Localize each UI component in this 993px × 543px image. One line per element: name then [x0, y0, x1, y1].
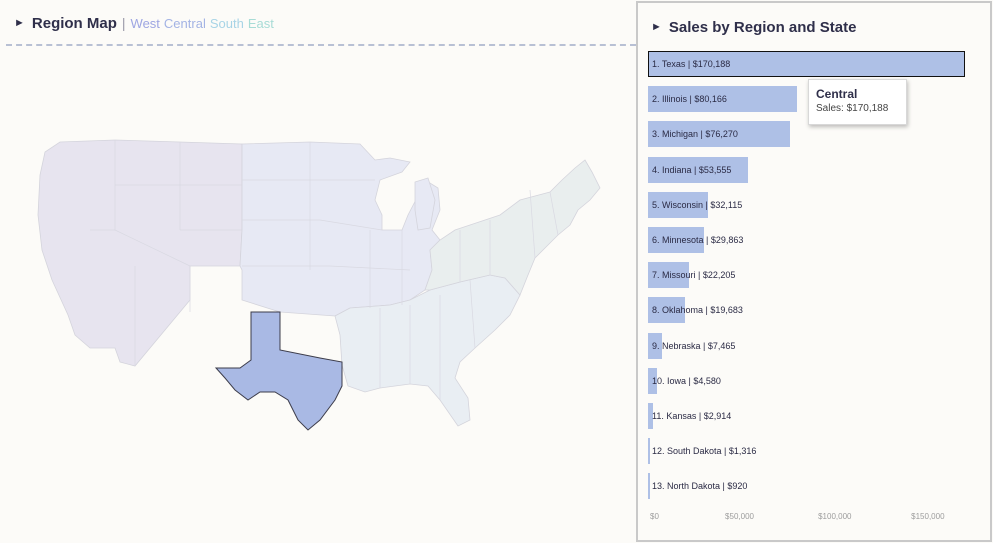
header-divider [6, 44, 636, 46]
bar[interactable] [648, 191, 708, 218]
collapse-triangle-icon[interactable]: ► [14, 17, 25, 29]
bar-row[interactable]: 5. Wisconsin | $32,115 [648, 191, 983, 218]
tooltip-body: Sales: $170,188 [816, 103, 899, 114]
header-separator: | [121, 15, 126, 31]
tooltip-title: Central [816, 87, 858, 101]
region-map-title: Region Map [31, 15, 117, 32]
map-state-michigan[interactable] [414, 177, 436, 231]
bar-label: 3. Michigan | $76,270 [652, 129, 738, 140]
bar-row[interactable]: 12. South Dakota | $1,316 [648, 438, 983, 465]
bar-label: 6. Minnesota | $29,863 [652, 235, 744, 245]
bar-label: 2. Illinois | $80,166 [652, 94, 727, 105]
bar-row[interactable]: 11. Kansas | $2,914 [648, 403, 983, 429]
us-map-svg[interactable] [30, 130, 610, 440]
collapse-triangle-icon[interactable]: ► [651, 21, 662, 33]
sales-chart-title: Sales by Region and State [668, 19, 857, 36]
bar-label: 11. Kansas | $2,914 [652, 411, 732, 421]
region-map-panel: ► Region Map | West Central South East [6, 15, 636, 440]
bar-row[interactable]: 4. Indiana | $53,555 [648, 156, 983, 183]
region-filter-west[interactable]: West [130, 16, 160, 31]
bar-label: 1. Texas | $170,188 [652, 59, 731, 69]
region-filter-south[interactable]: South [209, 16, 244, 31]
bar[interactable] [648, 332, 662, 359]
bar-label: 9. Nebraska | $7,465 [652, 340, 736, 351]
tooltip-label: Sales: [816, 103, 844, 114]
bar[interactable] [648, 227, 704, 253]
bar[interactable] [648, 121, 790, 148]
bar[interactable] [648, 297, 685, 324]
bar[interactable] [648, 438, 651, 465]
us-map[interactable] [30, 130, 610, 440]
bar-row[interactable]: 6. Minnesota | $29,863 [648, 227, 983, 253]
tooltip-value: $170,188 [846, 103, 889, 114]
x-tick-label: $100,000 [818, 512, 852, 521]
x-tick-label: $0 [650, 512, 659, 521]
map-state-texas[interactable] [214, 311, 343, 431]
bar-row[interactable]: 1. Texas | $170,188 [648, 51, 983, 77]
x-tick-label: $50,000 [725, 512, 754, 521]
map-region-east[interactable] [424, 159, 601, 296]
x-tick-label: $150,000 [911, 512, 945, 521]
bar[interactable] [648, 403, 654, 429]
map-region-central[interactable] [239, 141, 441, 317]
bar-label: 5. Wisconsin | $32,115 [652, 199, 743, 210]
tooltip: Central Sales: $170,188 [808, 79, 907, 125]
region-filter-central[interactable]: Central [163, 16, 206, 31]
bar[interactable] [648, 156, 748, 183]
bar-label: 10. Iowa | $4,580 [652, 375, 721, 386]
bar[interactable] [648, 86, 798, 113]
bar-row[interactable]: 3. Michigan | $76,270 [648, 121, 983, 148]
bar-label: 7. Missouri | $22,205 [652, 270, 736, 281]
bar-label: 13. North Dakota | $920 [652, 481, 748, 492]
sales-chart-panel: ► Sales by Region and State 1. Texas | $… [636, 1, 992, 542]
bar[interactable] [648, 262, 690, 289]
bar[interactable] [648, 51, 965, 77]
bar-row[interactable]: 7. Missouri | $22,205 [648, 262, 983, 289]
bar-row[interactable]: 8. Oklahoma | $19,683 [648, 297, 983, 324]
bar-row[interactable]: 2. Illinois | $80,166 [648, 86, 983, 113]
bar-row[interactable]: 10. Iowa | $4,580 [648, 367, 983, 394]
region-map-header: ► Region Map | West Central South East [14, 15, 278, 37]
state-borders [90, 140, 559, 400]
map-region-west[interactable] [37, 139, 243, 367]
region-filter-east[interactable]: East [247, 16, 274, 31]
bar[interactable] [648, 367, 657, 394]
bar-label: 4. Indiana | $53,555 [652, 164, 732, 175]
bar-label: 8. Oklahoma | $19,683 [652, 305, 743, 316]
sales-chart-header: ► Sales by Region and State [651, 19, 856, 39]
bar-label: 12. South Dakota | $1,316 [652, 446, 757, 457]
bar[interactable] [648, 473, 650, 500]
bar-row[interactable]: 9. Nebraska | $7,465 [648, 332, 983, 359]
bar-row[interactable]: 13. North Dakota | $920 [648, 473, 983, 500]
